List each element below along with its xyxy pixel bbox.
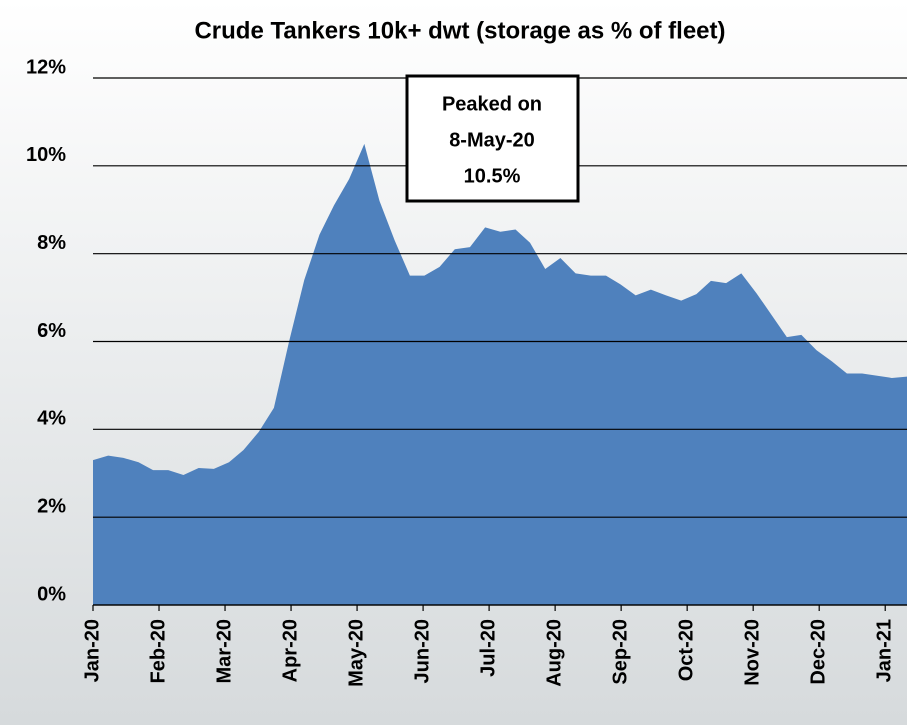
y-tick-label: 4%	[37, 408, 66, 430]
x-tick-label: Mar-20	[213, 619, 235, 683]
y-tick-label: 12%	[26, 56, 66, 78]
annotation-line: 10.5%	[464, 165, 521, 187]
annotation-line: 8-May-20	[449, 129, 535, 151]
x-tick-label: Jan-20	[81, 619, 103, 682]
x-tick-label: Apr-20	[279, 619, 301, 682]
annotation: Peaked on 8-May-20 10.5%	[407, 76, 578, 201]
y-tick-label: 8%	[37, 232, 66, 254]
y-tick-label: 2%	[37, 495, 66, 517]
x-tick-label: Aug-20	[543, 619, 565, 687]
x-tick-label: May-20	[345, 619, 367, 687]
annotation-line: Peaked on	[442, 93, 542, 115]
x-tick-label: Dec-20	[807, 619, 829, 685]
chart: Crude Tankers 10k+ dwt (storage as % of …	[0, 0, 907, 725]
x-tick-label: Jul-20	[477, 619, 499, 677]
x-tick-label: Jun-20	[411, 619, 433, 683]
chart-title: Crude Tankers 10k+ dwt (storage as % of …	[194, 17, 725, 44]
x-tick-label: Jan-21	[873, 619, 895, 682]
y-tick-label: 6%	[37, 320, 66, 342]
y-tick-label: 0%	[37, 583, 66, 605]
x-tick-label: Nov-20	[741, 619, 763, 686]
y-tick-label: 10%	[26, 144, 66, 166]
x-tick-label: Sep-20	[609, 619, 631, 685]
x-tick-label: Oct-20	[675, 619, 697, 681]
x-tick-label: Feb-20	[147, 619, 169, 683]
